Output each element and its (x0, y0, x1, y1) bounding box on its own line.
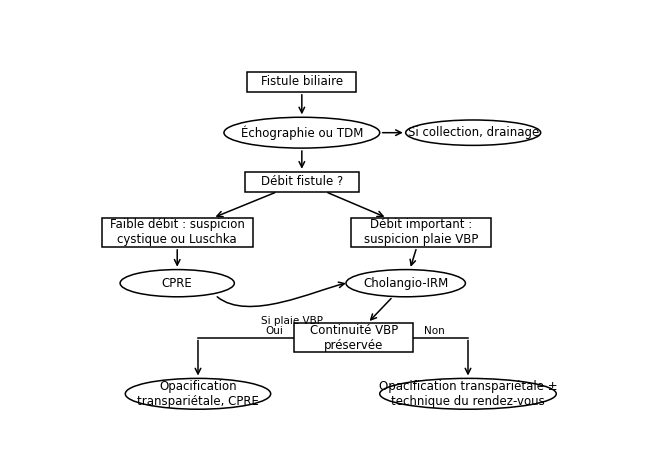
Ellipse shape (224, 117, 380, 148)
Text: Opacification transpariétale ±
technique du rendez-vous: Opacification transpariétale ± technique… (379, 380, 557, 408)
Ellipse shape (406, 120, 541, 146)
Ellipse shape (120, 269, 234, 297)
Text: Débit fistule ?: Débit fistule ? (261, 175, 343, 188)
Text: Échographie ou TDM: Échographie ou TDM (241, 125, 363, 140)
Text: Non: Non (424, 326, 445, 336)
FancyBboxPatch shape (245, 171, 359, 192)
FancyArrowPatch shape (217, 282, 344, 307)
Text: Faible débit : suspicion
cystique ou Luschka: Faible débit : suspicion cystique ou Lus… (110, 219, 245, 246)
FancyBboxPatch shape (294, 323, 413, 352)
FancyBboxPatch shape (351, 218, 491, 247)
Text: Oui: Oui (266, 326, 283, 336)
FancyBboxPatch shape (102, 218, 253, 247)
Ellipse shape (346, 269, 466, 297)
Text: Débit important :
suspicion plaie VBP: Débit important : suspicion plaie VBP (364, 219, 478, 246)
Text: CPRE: CPRE (162, 276, 192, 290)
Ellipse shape (380, 378, 556, 409)
FancyBboxPatch shape (247, 72, 356, 92)
Text: Si plaie VBP: Si plaie VBP (261, 316, 323, 325)
Ellipse shape (125, 378, 271, 409)
Text: Si collection, drainage: Si collection, drainage (407, 126, 539, 139)
Text: Fistule biliaire: Fistule biliaire (261, 75, 343, 89)
Text: Opacification
transpariétale, CPRE: Opacification transpariétale, CPRE (137, 380, 259, 408)
Text: Cholangio-IRM: Cholangio-IRM (363, 276, 448, 290)
Text: Continuité VBP
préservée: Continuité VBP préservée (310, 324, 398, 351)
